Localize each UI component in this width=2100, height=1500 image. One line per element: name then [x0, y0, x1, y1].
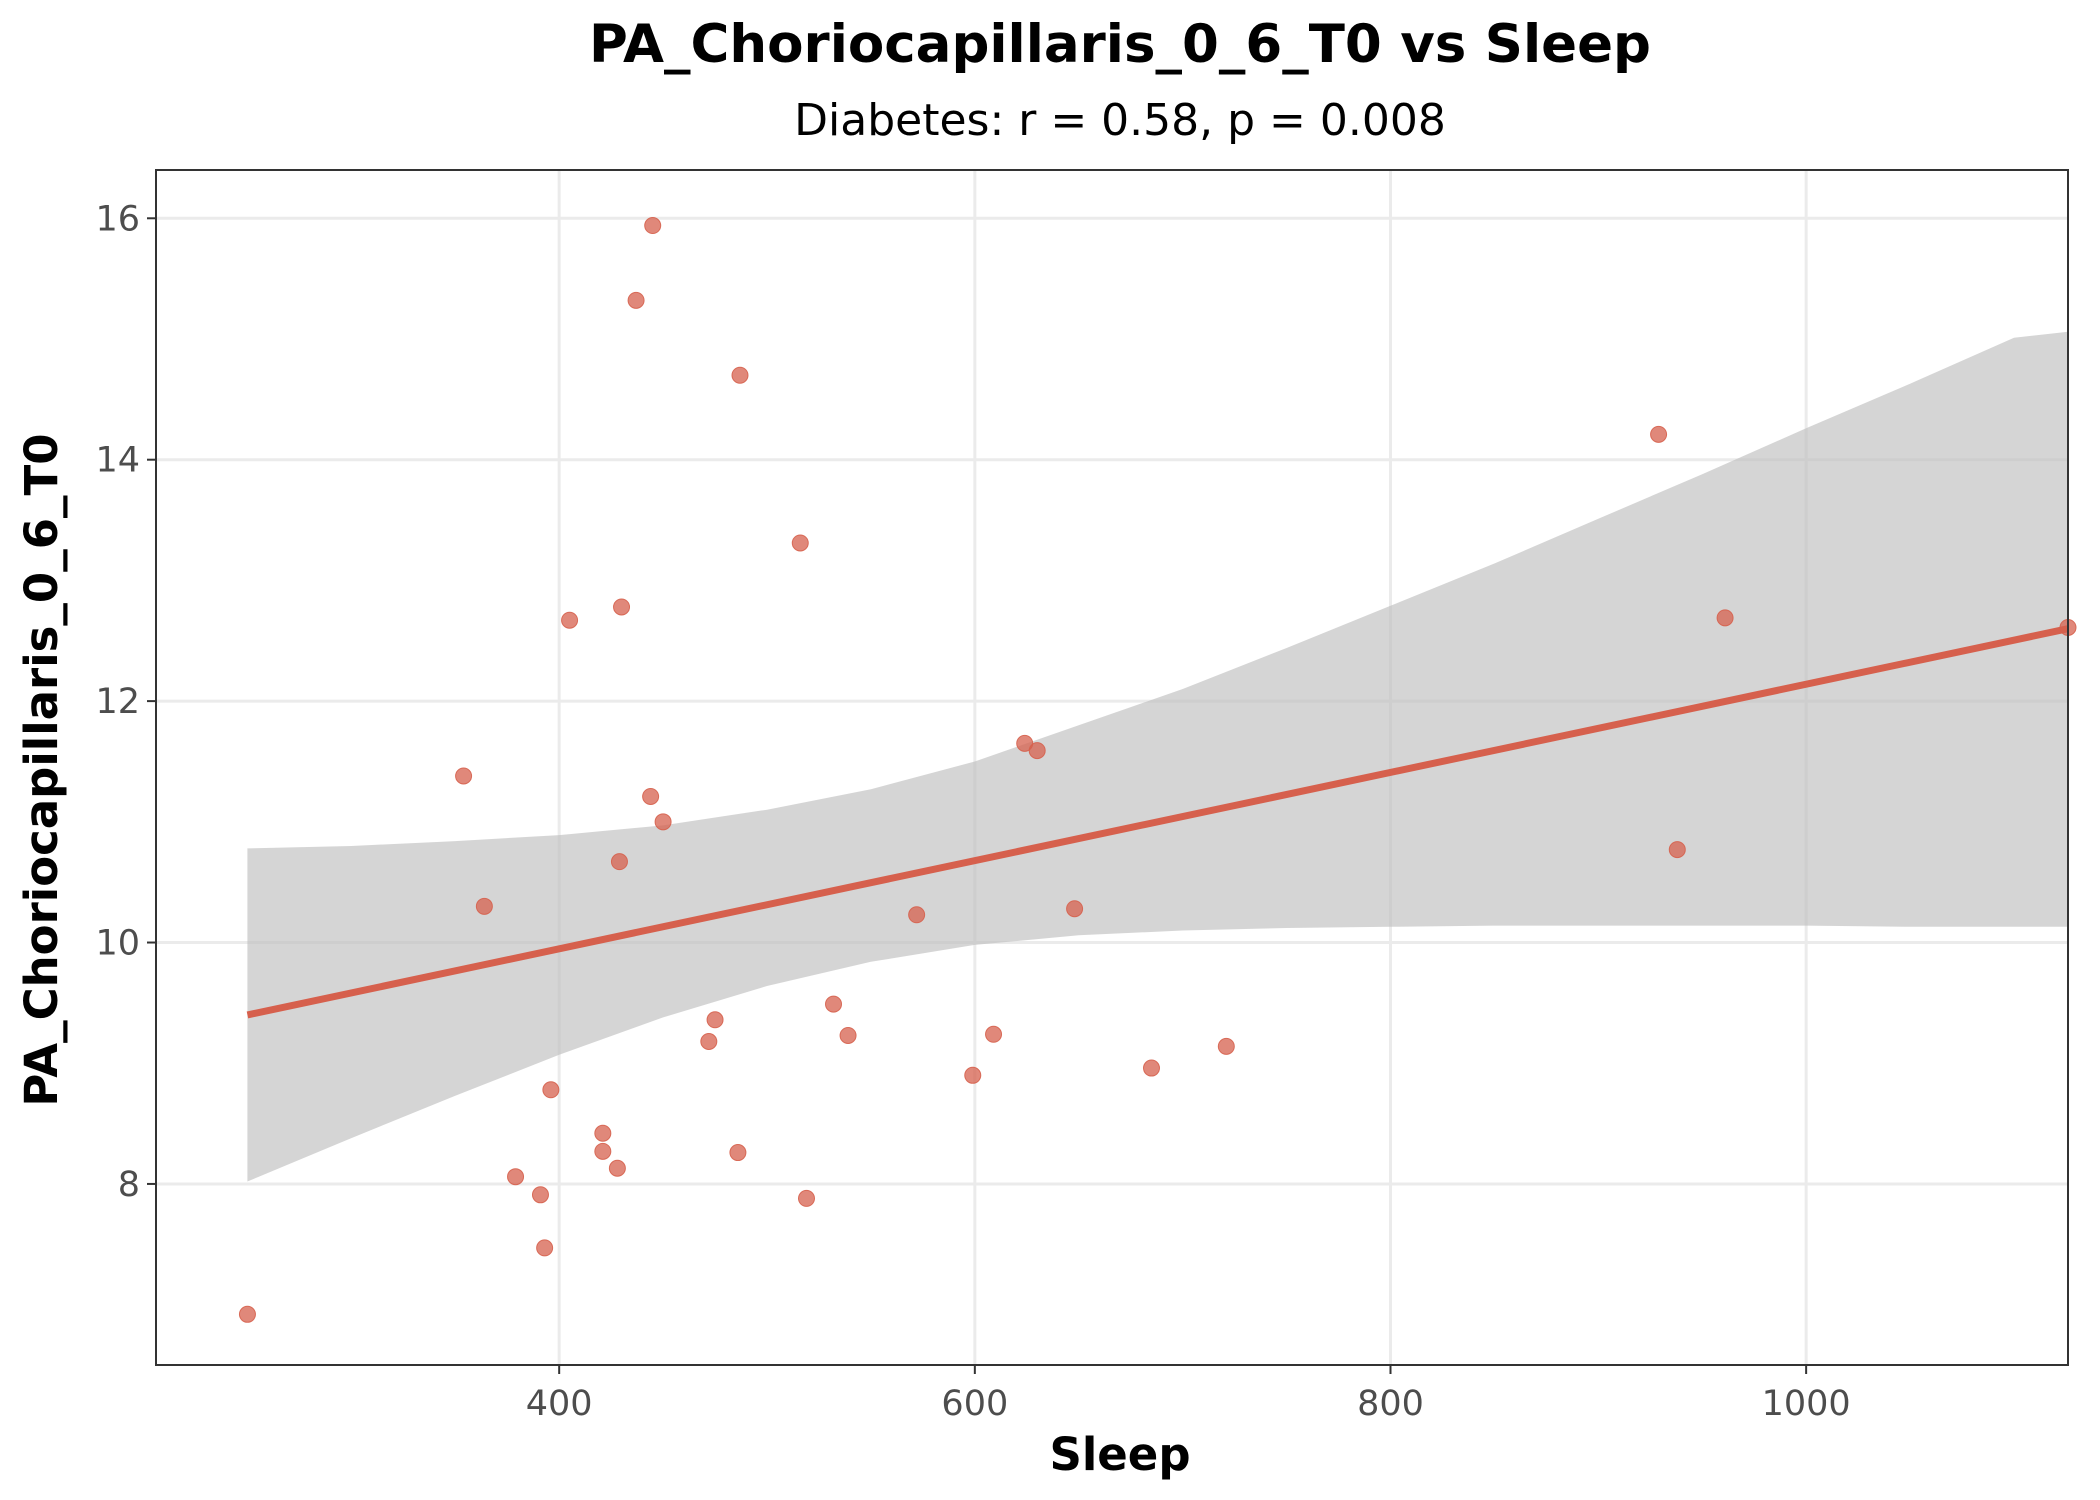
confidence-band	[247, 331, 2068, 1182]
data-point	[455, 767, 473, 785]
y-tick-label: 10	[95, 924, 140, 964]
data-point	[1028, 742, 1046, 760]
regression-line	[246, 625, 2069, 1019]
data-point	[985, 1025, 1003, 1043]
data-point	[797, 1189, 815, 1207]
y-tick-label: 16	[95, 199, 140, 239]
data-point	[613, 598, 631, 616]
data-point	[731, 366, 749, 384]
y-tick-label: 14	[95, 441, 140, 481]
data-point	[1142, 1059, 1160, 1077]
data-point	[594, 1124, 612, 1142]
data-point	[1650, 425, 1668, 443]
data-point	[608, 1159, 626, 1177]
data-point	[542, 1081, 560, 1099]
data-point	[627, 291, 645, 309]
axis-ticks: 400 600 800 1000 8 10 12 14 16	[95, 199, 1850, 1424]
data-point	[700, 1033, 718, 1051]
data-point	[238, 1305, 256, 1323]
data-point	[594, 1142, 612, 1160]
data-point	[1217, 1037, 1235, 1055]
y-tick-label: 12	[95, 682, 140, 722]
data-point	[654, 813, 672, 831]
data-point	[706, 1011, 724, 1029]
panel-border	[155, 169, 2069, 1366]
y-tick-label: 8	[118, 1165, 140, 1205]
data-point	[531, 1186, 549, 1204]
data-point	[839, 1026, 857, 1044]
data-point	[1016, 734, 1034, 752]
data-point	[908, 906, 926, 924]
data-point	[825, 995, 843, 1013]
data-point	[1066, 900, 1084, 918]
data-point	[536, 1239, 554, 1257]
fit-line-layer	[246, 625, 2069, 1019]
chart-subtitle: Diabetes: r = 0.58, p = 0.008	[794, 95, 1446, 146]
data-point	[964, 1066, 982, 1084]
x-tick-label: 400	[526, 1384, 593, 1424]
data-point	[475, 897, 493, 915]
data-point	[1716, 609, 1734, 627]
data-point	[561, 611, 579, 629]
data-point	[644, 217, 662, 235]
x-tick-label: 1000	[1762, 1384, 1851, 1424]
data-point	[791, 534, 809, 552]
confidence-band-layer	[247, 331, 2068, 1182]
data-point	[729, 1144, 747, 1162]
chart-title: PA_Choriocapillaris_0_6_T0 vs Sleep	[589, 14, 1651, 75]
x-tick-label: 800	[1357, 1384, 1424, 1424]
data-point	[507, 1168, 525, 1186]
x-axis-title: Sleep	[1049, 1428, 1190, 1481]
x-tick-label: 600	[941, 1384, 1008, 1424]
data-point	[1668, 841, 1686, 859]
data-point	[642, 787, 660, 805]
data-point	[610, 853, 628, 871]
y-axis-title: PA_Choriocapillaris_0_6_T0	[15, 433, 68, 1106]
